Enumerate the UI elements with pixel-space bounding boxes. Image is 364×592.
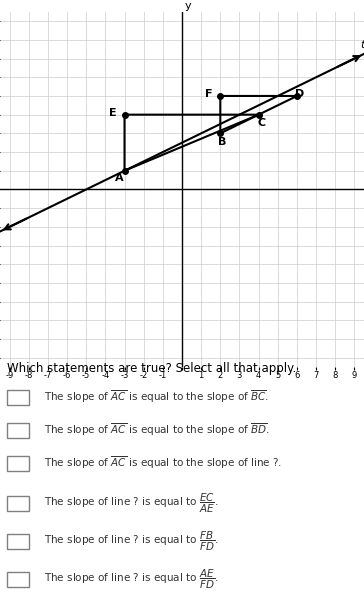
FancyBboxPatch shape bbox=[7, 534, 29, 549]
Text: B: B bbox=[218, 137, 226, 147]
FancyBboxPatch shape bbox=[7, 572, 29, 587]
Text: The slope of line ? is equal to $\dfrac{AE}{FD}$.: The slope of line ? is equal to $\dfrac{… bbox=[44, 567, 218, 591]
Text: E: E bbox=[109, 108, 117, 118]
Text: y: y bbox=[185, 1, 191, 11]
Text: The slope of $\overline{AC}$ is equal to the slope of $\overline{BC}$.: The slope of $\overline{AC}$ is equal to… bbox=[44, 388, 269, 405]
Text: The slope of line ? is equal to $\dfrac{FB}{FD}$.: The slope of line ? is equal to $\dfrac{… bbox=[44, 529, 218, 553]
Text: The slope of $\overline{AC}$ is equal to the slope of $\overline{BD}$.: The slope of $\overline{AC}$ is equal to… bbox=[44, 422, 269, 438]
FancyBboxPatch shape bbox=[7, 423, 29, 438]
Text: Which statements are true? Select all that apply.: Which statements are true? Select all th… bbox=[7, 362, 297, 375]
Text: The slope of $\overline{AC}$ is equal to the slope of line ?.: The slope of $\overline{AC}$ is equal to… bbox=[44, 455, 282, 471]
Text: D: D bbox=[295, 89, 304, 99]
Text: A: A bbox=[115, 173, 124, 183]
Text: The slope of line ? is equal to $\dfrac{EC}{AE}$.: The slope of line ? is equal to $\dfrac{… bbox=[44, 491, 218, 515]
FancyBboxPatch shape bbox=[7, 496, 29, 511]
FancyBboxPatch shape bbox=[7, 456, 29, 471]
Text: t: t bbox=[360, 40, 364, 50]
FancyBboxPatch shape bbox=[7, 390, 29, 405]
Text: C: C bbox=[257, 118, 266, 128]
Text: F: F bbox=[205, 89, 213, 99]
